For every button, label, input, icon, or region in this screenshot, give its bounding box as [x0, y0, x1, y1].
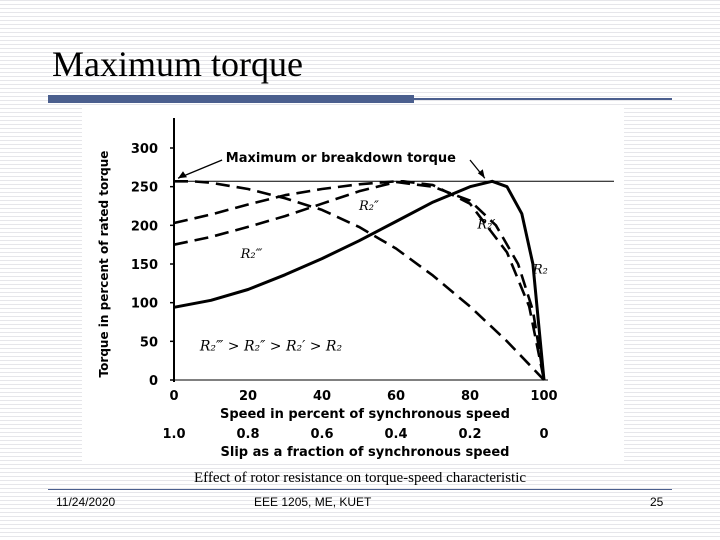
max-torque-arrowhead-left: [178, 171, 187, 179]
footer-rule: [48, 489, 672, 490]
slide-title: Maximum torque: [52, 44, 303, 84]
series-curve-0: [173, 179, 546, 381]
x2-tick-label-5: 0: [539, 427, 548, 442]
y-tick-label-250: 250: [131, 181, 158, 196]
y-tick-label-300: 300: [131, 142, 158, 157]
x-axis-title: Speed in percent of synchronous speed: [220, 407, 510, 422]
x-tick-label-40: 40: [313, 389, 331, 404]
series-label-2: R₂″: [358, 199, 379, 214]
y-tick-label-0: 0: [149, 374, 158, 389]
series-label-0: R₂: [532, 262, 548, 277]
y-tick-label-50: 50: [140, 335, 158, 350]
torque-speed-figure: 0 50 100 150 200 250 300 0 20 40 60 80 100 1.0 0.8 0.6 0…: [82, 108, 624, 462]
title-rule-bar: [48, 95, 414, 103]
x2-axis-title: Slip as a fraction of synchronous speed: [221, 445, 510, 460]
x2-tick-label-2: 0.6: [310, 427, 333, 442]
torque-speed-chart: 0 50 100 150 200 250 300 0 20 40 60 80 100 1.0 0.8 0.6 0…: [97, 118, 614, 460]
series-label-1: R₂′: [476, 217, 495, 232]
max-torque-label: Maximum or breakdown torque: [226, 151, 456, 166]
y-tick-label-100: 100: [131, 297, 158, 312]
y-tick-label-200: 200: [131, 219, 158, 234]
title-rule-line: [414, 98, 672, 100]
x-tick-label-20: 20: [239, 389, 257, 404]
footer-date: 11/24/2020: [56, 495, 116, 509]
max-torque-arrowhead-right: [477, 169, 485, 179]
x2-tick-label-4: 0.2: [458, 427, 481, 442]
x-tick-label-80: 80: [461, 389, 479, 404]
x-tick-label-0: 0: [169, 389, 178, 404]
series-label-3: R₂‴: [240, 247, 263, 262]
x-tick-label-100: 100: [530, 389, 557, 404]
figure-caption: Effect of rotor resistance on torque-spe…: [193, 470, 527, 486]
y-axis-title: Torque in percent of rated torque: [97, 151, 111, 378]
x-tick-label-60: 60: [387, 389, 405, 404]
series-curve-3: [174, 180, 545, 381]
x2-tick-label-0: 1.0: [162, 427, 185, 442]
x2-tick-label-3: 0.4: [384, 427, 407, 442]
y-tick-label-150: 150: [131, 258, 158, 273]
footer-page-number: 25: [650, 495, 664, 509]
x2-tick-label-1: 0.8: [236, 427, 259, 442]
series-curve-1: [173, 180, 546, 381]
footer-course: EEE 1205, ME, KUET: [254, 495, 372, 509]
inequality-label: R₂‴ > R₂″ > R₂′ > R₂: [199, 339, 343, 355]
series-curve-2: [173, 180, 546, 381]
